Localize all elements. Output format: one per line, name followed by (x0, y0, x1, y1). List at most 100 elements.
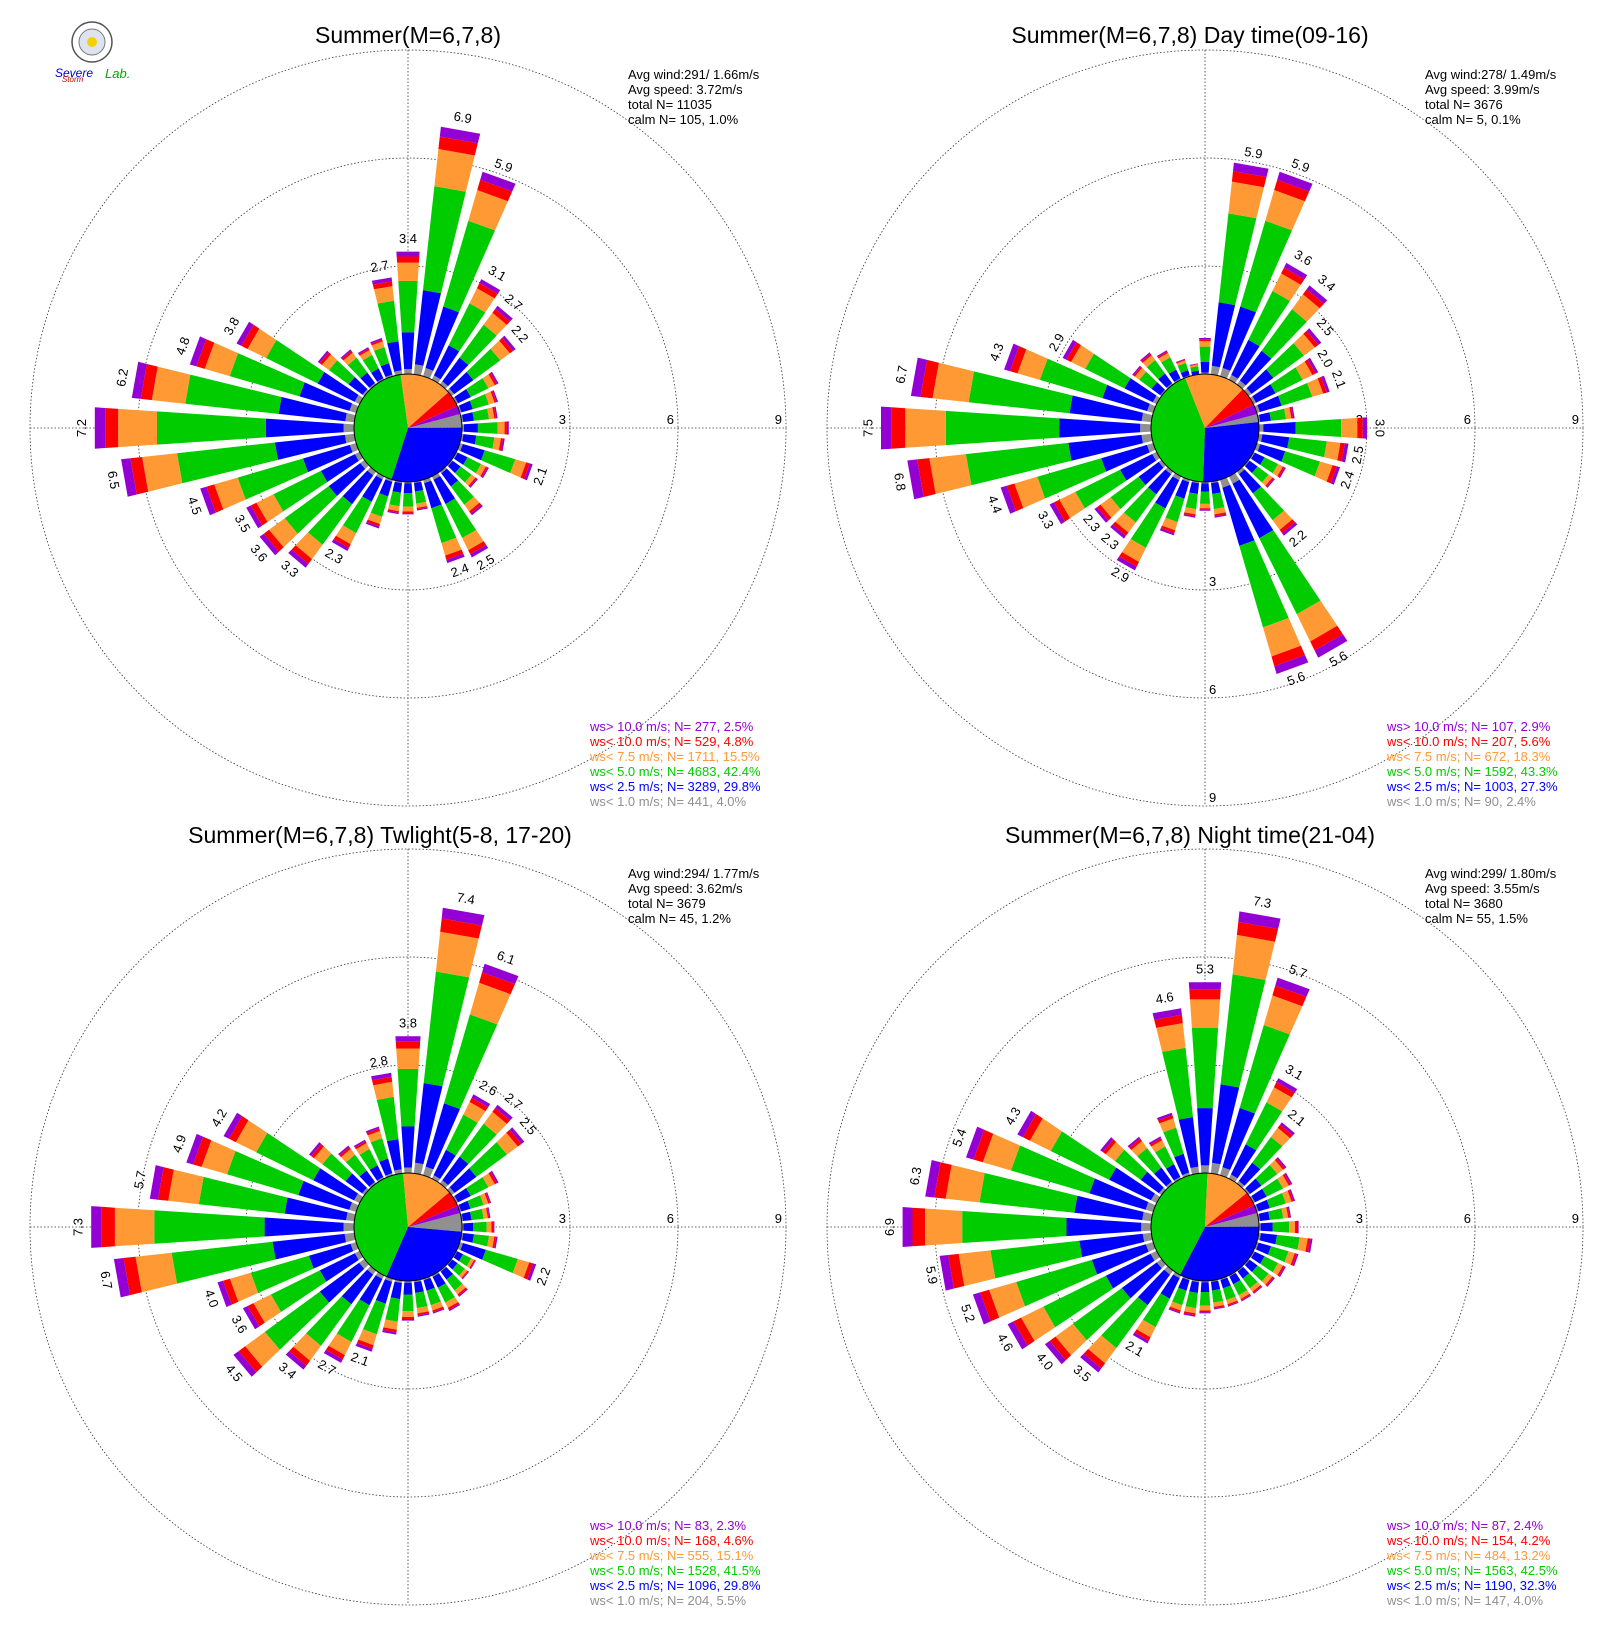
bar-350-gt10 (1189, 363, 1198, 366)
bar-320-lt5 (345, 1154, 367, 1177)
bar-290-lt7_5 (204, 342, 238, 377)
bar-label-50: 2.5 (1314, 315, 1337, 338)
bar-label-10: 5.9 (1243, 144, 1263, 162)
bar-210-gt10 (1116, 556, 1137, 571)
bar-0-lt1 (404, 1167, 412, 1173)
bar-290-lt7_5 (1017, 349, 1048, 380)
bar-260-lt7_5 (142, 453, 183, 492)
bar-270-lt10 (101, 1206, 115, 1248)
bar-330-lt2_5 (369, 1165, 384, 1181)
bar-90-lt1 (1259, 424, 1264, 432)
bar-50-lt2_5 (1245, 1178, 1262, 1194)
bar-220-lt5 (1123, 487, 1157, 523)
bar-160-lt7_5 (1263, 618, 1301, 657)
bar-70-lt1 (1254, 405, 1260, 413)
bar-290-lt10 (973, 1129, 994, 1163)
bar-290-lt2_5 (299, 382, 353, 411)
bar-320-lt1 (1166, 383, 1173, 389)
bar-120-lt5 (1260, 1256, 1279, 1273)
bar-20-lt1 (423, 1166, 434, 1178)
bar-330-lt2_5 (1168, 369, 1181, 382)
bar-label-20: 5.9 (1290, 155, 1312, 175)
info-line-3: total N= 3676 (1425, 97, 1503, 112)
bar-180-lt7_5 (402, 1311, 414, 1317)
bar-70-lt7_5 (1282, 1190, 1292, 1204)
bar-240-lt10 (1013, 1317, 1035, 1346)
bar-140-gt10 (458, 1288, 468, 1297)
bar-10-lt2_5 (414, 290, 441, 366)
bar-label-300: 4.2 (208, 1106, 230, 1129)
bar-150-gt10 (470, 545, 489, 558)
bar-70-lt2_5 (458, 1200, 471, 1212)
bar-240-lt5 (1043, 1275, 1114, 1328)
bar-210-lt7_5 (328, 1333, 352, 1356)
bar-340-lt7_5 (371, 341, 385, 351)
bar-310-lt1 (362, 1187, 369, 1195)
bar-160-lt1 (423, 477, 432, 484)
bar-160-lt2_5 (1220, 1277, 1231, 1289)
bar-0-gt10 (1188, 982, 1222, 990)
bar-label-350: 2.8 (369, 1053, 389, 1071)
bar-label-280: 6.2 (113, 367, 131, 387)
bar-20-lt5 (1240, 220, 1292, 313)
legend-entry-5: ws< 2.5 m/s; N= 1003, 27.3% (1386, 779, 1558, 794)
bar-20-lt7_5 (1265, 190, 1305, 231)
bar-310-gt10 (1100, 1137, 1114, 1152)
bar-120-lt7_5 (1272, 1263, 1283, 1276)
bar-270-lt7_5 (118, 408, 157, 448)
bar-70-lt10 (1317, 376, 1327, 394)
bar-90-lt5 (1272, 1221, 1290, 1233)
bar-10-lt1 (1210, 365, 1220, 376)
bar-340-lt5 (1163, 1127, 1184, 1158)
bar-110-lt1 (457, 443, 463, 451)
bar-260-lt5 (177, 442, 278, 484)
bar-230-lt1 (360, 460, 369, 469)
bar-200-lt2_5 (375, 1279, 392, 1304)
bar-10-lt5 (423, 186, 466, 294)
bar-330-lt5 (362, 354, 379, 373)
bar-label-30: 2.6 (477, 1077, 500, 1099)
bar-290-lt2_5 (1102, 384, 1150, 412)
bar-270-lt1 (343, 423, 354, 433)
bar-60-lt5 (1270, 367, 1303, 394)
bar-220-gt10 (285, 1351, 307, 1370)
bar-70-lt7_5 (485, 391, 495, 405)
bar-130-gt10 (469, 478, 478, 488)
bar-350-lt10 (1154, 1014, 1183, 1028)
bar-110-lt7_5 (1314, 461, 1333, 482)
bar-60-lt2_5 (1252, 384, 1276, 403)
bar-150-lt5 (437, 1283, 455, 1303)
bar-10-lt7_5 (1232, 934, 1275, 980)
bar-300-lt10 (241, 324, 260, 349)
bar-260-lt2_5 (272, 1233, 346, 1260)
bar-200-lt1 (1182, 477, 1190, 483)
bar-270-gt10 (94, 407, 106, 449)
bar-260-lt5 (990, 1240, 1083, 1279)
bar-330-lt7_5 (359, 350, 372, 361)
bar-50-lt5 (469, 1142, 507, 1177)
bar-30-lt10 (476, 283, 498, 299)
info-line-2: Avg speed: 3.62m/s (628, 881, 743, 896)
bar-100-gt10 (494, 1236, 498, 1249)
pie-slice-lt5 (1151, 1173, 1208, 1275)
bar-40-lt5 (1252, 1136, 1283, 1170)
bar-290-lt2_5 (298, 1180, 352, 1210)
bar-0-lt1 (404, 369, 412, 374)
bar-230-lt10 (238, 1346, 263, 1373)
bar-300-lt1 (354, 394, 363, 405)
bar-70-lt10 (1287, 1189, 1294, 1202)
bar-280-lt5 (979, 1173, 1078, 1213)
bar-140-gt10 (1282, 522, 1298, 536)
bar-180-lt2_5 (403, 1282, 413, 1295)
bar-120-lt7_5 (1272, 464, 1283, 477)
bar-230-lt2_5 (319, 1262, 365, 1303)
bar-110-lt2_5 (1257, 444, 1286, 462)
bar-140-lt5 (1252, 486, 1285, 521)
bar-0-lt7_5 (396, 1048, 420, 1069)
bar-290-lt5 (1039, 358, 1108, 399)
bar-190-lt7_5 (383, 1319, 398, 1330)
bar-10-lt2_5 (1212, 1084, 1240, 1165)
bar-90-lt10 (1357, 417, 1363, 439)
bar-310-gt10 (317, 350, 329, 364)
bar-160-lt10 (1271, 645, 1305, 667)
